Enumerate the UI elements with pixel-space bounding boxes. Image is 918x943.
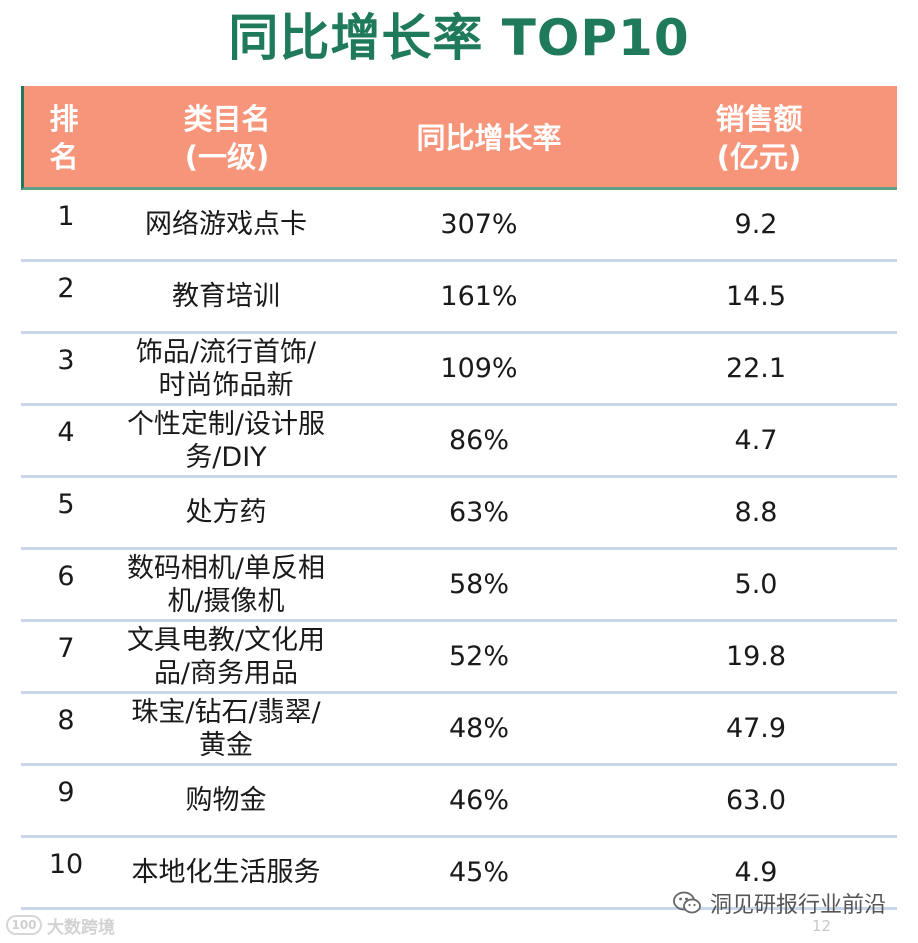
table-row: 4 个性定制/设计服 务/DIY 86% 4.7 — [21, 406, 897, 478]
header-sales: 销售额 (亿元) — [664, 86, 854, 190]
table-row: 3 饰品/流行首饰/ 时尚饰品新 109% 22.1 — [21, 334, 897, 406]
header-rank-line2: 名 — [49, 140, 79, 174]
category-cell: 网络游戏点卡 — [109, 190, 343, 259]
category-line2: 务/DIY — [185, 441, 267, 473]
header-sales-line1: 销售额 — [715, 102, 803, 136]
rank-cell: 7 — [57, 633, 75, 664]
sales-cell: 47.9 — [725, 713, 787, 744]
table-row: 5 处方药 63% 8.8 — [21, 478, 897, 550]
table-row: 2 教育培训 161% 14.5 — [21, 262, 897, 334]
category-line1: 个性定制/设计服 — [126, 408, 326, 440]
category-cell: 数码相机/单反相 机/摄像机 — [109, 550, 343, 619]
rank-cell: 4 — [57, 417, 75, 448]
sales-cell: 4.9 — [734, 857, 778, 888]
brand-logo-icon: 100 — [6, 915, 42, 935]
table-body: 1 网络游戏点卡 307% 9.2 2 教育培训 161% 14.5 3 饰品/… — [21, 190, 897, 910]
category-cell: 个性定制/设计服 务/DIY — [109, 406, 343, 475]
category-line1: 处方药 — [185, 497, 267, 528]
growth-cell: 48% — [448, 713, 509, 744]
header-growth: 同比增长率 — [384, 86, 594, 190]
category-cell: 处方药 — [109, 478, 343, 547]
table-header: 排 名 类目名 (一级) 同比增长率 销售额 (亿元) — [21, 86, 897, 190]
table-row: 7 文具电教/文化用 品/商务用品 52% 19.8 — [21, 622, 897, 694]
category-line2: 品/商务用品 — [153, 657, 299, 689]
category-cell: 饰品/流行首饰/ 时尚饰品新 — [109, 334, 343, 403]
growth-cell: 86% — [448, 425, 509, 456]
watermark: 洞见研报行业前沿 — [672, 888, 886, 918]
rank-cell: 5 — [57, 489, 75, 520]
rank-cell: 8 — [57, 705, 75, 736]
header-rank: 排 名 — [30, 86, 98, 190]
table-row: 1 网络游戏点卡 307% 9.2 — [21, 190, 897, 262]
page-number: 12 — [812, 917, 832, 935]
rank-cell: 3 — [57, 345, 75, 376]
rank-cell: 6 — [57, 561, 75, 592]
footer-brand: 100 大数跨境 — [6, 913, 115, 938]
sales-cell: 14.5 — [725, 281, 787, 312]
growth-cell: 63% — [448, 497, 509, 528]
watermark-text: 洞见研报行业前沿 — [710, 893, 887, 918]
header-category-line1: 类目名 — [183, 102, 271, 136]
category-cell: 购物金 — [109, 766, 343, 835]
category-line1: 本地化生活服务 — [131, 857, 321, 888]
growth-table: 排 名 类目名 (一级) 同比增长率 销售额 (亿元) 1 网络游戏点卡 307… — [21, 86, 897, 910]
wechat-icon — [673, 891, 701, 914]
sales-cell: 19.8 — [725, 641, 787, 672]
rank-cell: 9 — [57, 777, 75, 808]
growth-cell: 52% — [448, 641, 509, 672]
sales-cell: 22.1 — [725, 353, 787, 384]
header-sales-line2: (亿元) — [716, 140, 802, 174]
brand-name: 大数跨境 — [47, 917, 115, 938]
sales-cell: 5.0 — [734, 569, 778, 600]
page-title: 同比增长率 TOP10 — [228, 9, 690, 67]
category-line1: 教育培训 — [172, 281, 280, 312]
category-cell: 本地化生活服务 — [109, 838, 343, 907]
category-line1: 数码相机/单反相 — [126, 552, 326, 584]
category-line1: 珠宝/钻石/翡翠/ — [131, 696, 321, 728]
table-row: 6 数码相机/单反相 机/摄像机 58% 5.0 — [21, 550, 897, 622]
header-category: 类目名 (一级) — [142, 86, 312, 190]
growth-cell: 46% — [448, 785, 509, 816]
sales-cell: 8.8 — [734, 497, 778, 528]
category-line2: 机/摄像机 — [167, 585, 285, 617]
sales-cell: 9.2 — [734, 209, 778, 240]
header-rank-line1: 排 — [49, 102, 79, 136]
header-growth-label: 同比增长率 — [416, 121, 562, 155]
category-line2: 时尚饰品新 — [158, 369, 294, 401]
growth-cell: 307% — [440, 209, 518, 240]
category-line2: 黄金 — [198, 729, 253, 761]
rank-cell: 2 — [57, 273, 75, 304]
sales-cell: 4.7 — [734, 425, 778, 456]
table-row: 9 购物金 46% 63.0 — [21, 766, 897, 838]
growth-cell: 161% — [440, 281, 518, 312]
header-category-line2: (一级) — [184, 140, 270, 174]
category-cell: 教育培训 — [109, 262, 343, 331]
growth-cell: 109% — [440, 353, 518, 384]
growth-cell: 45% — [448, 857, 509, 888]
growth-cell: 58% — [448, 569, 509, 600]
rank-cell: 1 — [57, 201, 75, 232]
category-cell: 文具电教/文化用 品/商务用品 — [109, 622, 343, 691]
category-cell: 珠宝/钻石/翡翠/ 黄金 — [109, 694, 343, 763]
category-line1: 文具电教/文化用 — [126, 624, 326, 656]
table-row: 8 珠宝/钻石/翡翠/ 黄金 48% 47.9 — [21, 694, 897, 766]
category-line1: 网络游戏点卡 — [145, 209, 307, 240]
rank-cell: 10 — [48, 849, 84, 880]
category-line1: 饰品/流行首饰/ — [135, 336, 317, 368]
table-row: 10 本地化生活服务 45% 4.9 — [21, 838, 897, 910]
category-line1: 购物金 — [185, 785, 267, 816]
sales-cell: 63.0 — [725, 785, 787, 816]
